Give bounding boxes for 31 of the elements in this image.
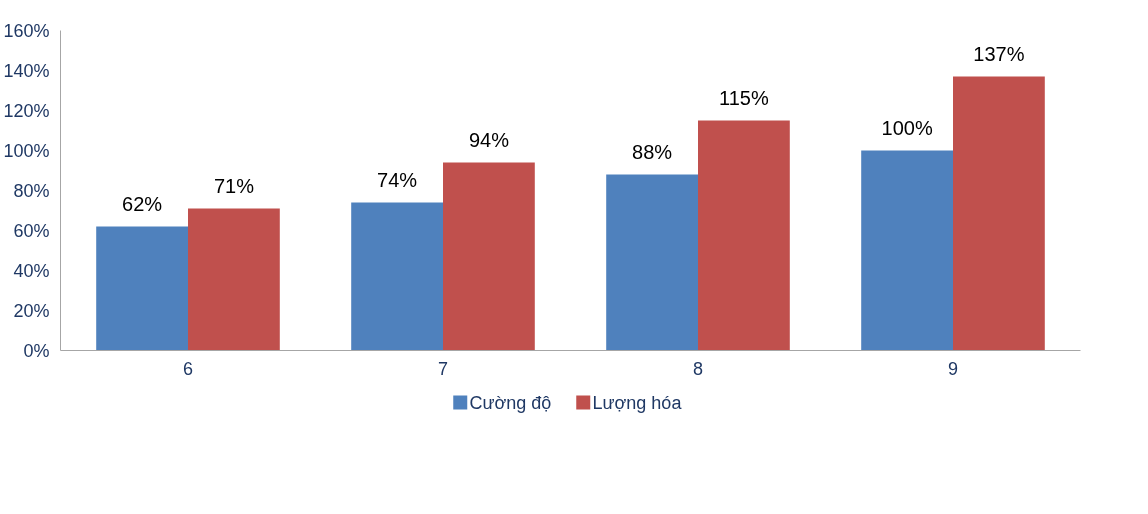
y-tick-label: 120% xyxy=(3,100,50,121)
bar xyxy=(698,120,790,351)
data-label: 62% xyxy=(122,192,163,215)
data-label: 74% xyxy=(377,168,418,191)
bar xyxy=(443,162,535,351)
y-tick-label: 160% xyxy=(3,20,50,41)
y-tick-label: 20% xyxy=(13,300,50,321)
data-label: 137% xyxy=(973,42,1025,65)
y-tick-label: 80% xyxy=(13,180,50,201)
data-label: 94% xyxy=(468,128,510,151)
bar xyxy=(953,76,1045,351)
y-tick-label: 0% xyxy=(23,340,50,361)
data-label: 88% xyxy=(632,140,673,163)
y-tick-label: 60% xyxy=(13,220,50,241)
bar xyxy=(861,150,953,351)
bar xyxy=(188,208,280,351)
x-tick-label: 7 xyxy=(437,358,449,379)
x-tick-label: 6 xyxy=(182,358,194,379)
x-tick-label: 8 xyxy=(692,358,704,379)
data-label: 71% xyxy=(213,174,255,197)
x-tick-label: 9 xyxy=(947,358,959,379)
data-label: 115% xyxy=(719,86,769,109)
bar xyxy=(606,174,698,351)
y-tick-label: 40% xyxy=(13,260,50,281)
y-tick-label: 140% xyxy=(3,60,50,81)
bar xyxy=(351,202,443,351)
bar xyxy=(96,226,188,351)
data-label: 100% xyxy=(881,116,933,139)
y-tick-label: 100% xyxy=(3,140,50,161)
legend-label: Cường độ xyxy=(469,392,552,413)
legend-label: Lượng hóa xyxy=(592,392,683,413)
